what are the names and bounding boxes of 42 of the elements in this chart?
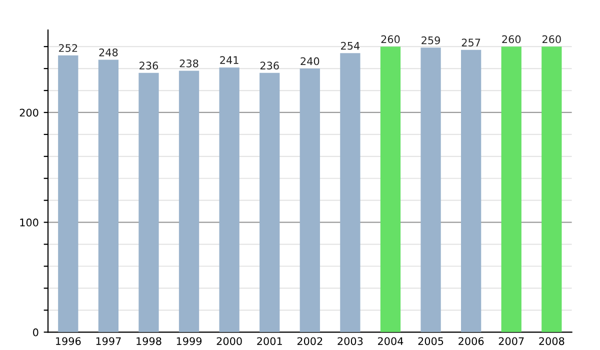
data-label: 236 [260,62,279,70]
data-label: 257 [462,38,480,46]
bar [460,50,482,332]
x-tick-label: 1999 [176,337,202,346]
bar [380,46,401,332]
x-tick-label: 1997 [96,337,121,346]
x-tick-label: 2000 [216,337,242,346]
bar [138,72,159,332]
x-tick-label: 2003 [338,337,363,346]
data-label: 238 [180,59,198,68]
data-label: 248 [99,48,118,56]
bar [340,53,360,332]
x-tick-label: 1998 [136,337,162,346]
bar [219,67,240,332]
bar [260,72,280,332]
bar [58,55,78,332]
x-tick-label: 2005 [418,337,444,346]
data-label: 260 [542,35,561,44]
bar [420,48,441,332]
bar [501,46,522,332]
data-label: 240 [300,57,320,66]
y-tick-label: 0 [33,328,38,336]
data-label: 252 [58,44,78,52]
x-tick-label: 1996 [56,337,81,346]
x-tick-label: 2007 [498,337,524,346]
x-tick-label: 2006 [458,337,484,346]
data-label: 236 [140,62,158,70]
bar [300,68,320,332]
bar [178,70,200,332]
data-label: 260 [502,35,521,44]
y-tick-label: 200 [20,108,38,117]
data-label: 259 [422,36,440,44]
y-tick-label: 100 [20,218,38,226]
x-tick-label: 2002 [297,337,322,346]
data-label: 254 [341,42,360,50]
x-tick-label: 2001 [257,337,282,346]
data-label: 260 [381,35,400,44]
bar [98,60,119,332]
x-tick-label: 2004 [378,337,404,346]
bar [542,46,562,332]
x-tick-label: 2008 [539,337,564,346]
data-label: 241 [220,56,238,64]
